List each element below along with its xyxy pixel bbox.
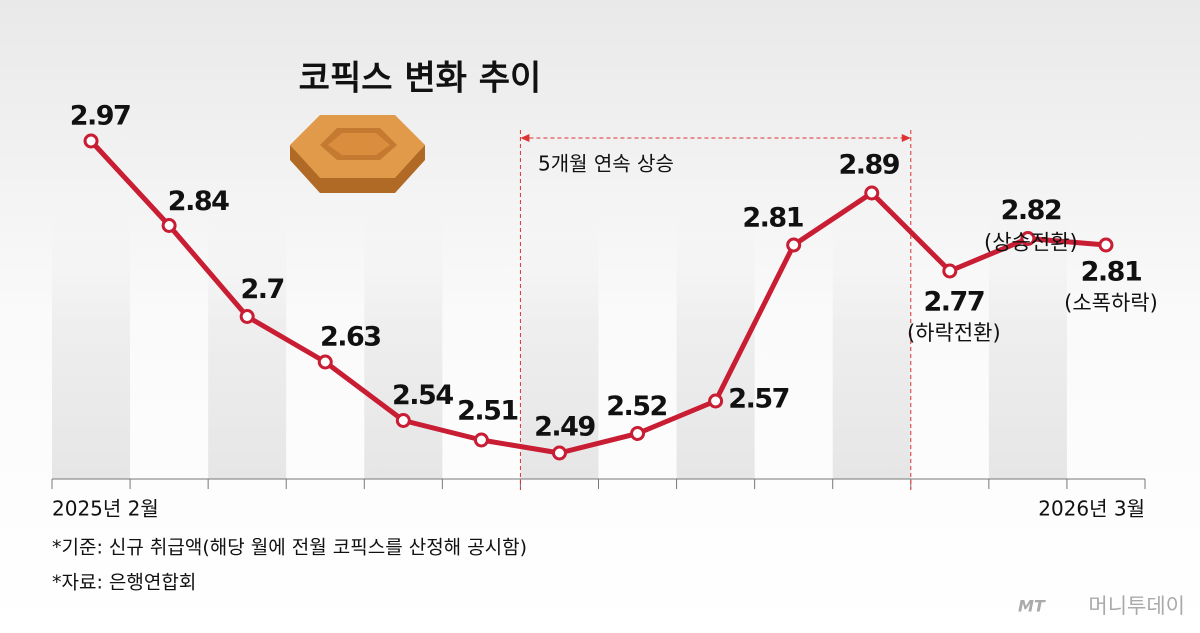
marker: [551, 445, 567, 461]
value-label: 2.81: [742, 203, 803, 234]
value-label: 2.97: [70, 101, 131, 132]
footnote: *기준: 신규 취급액(해당 월에 전월 코픽스를 산정해 공시함): [52, 537, 527, 559]
marker: [864, 185, 880, 201]
x-tick-label: 2025년 2월: [52, 497, 159, 521]
value-label: 2.7: [241, 274, 284, 305]
marker: [1098, 237, 1114, 253]
columns: [52, 200, 1067, 479]
value-label: 2.49: [534, 412, 595, 443]
marker: [239, 309, 255, 324]
value-label: 2.54: [392, 380, 453, 411]
point-note: (소폭하락): [1064, 291, 1158, 315]
marker: [161, 218, 177, 233]
chart-title: 코픽스 변화 추이: [299, 59, 542, 99]
marker: [473, 432, 489, 448]
marker: [317, 354, 333, 370]
span-label: 5개월 연속 상승: [538, 152, 674, 176]
icon: [290, 115, 425, 193]
footnote: *자료: 은행연합회: [52, 572, 196, 594]
series-line: [89, 139, 1107, 456]
value-label: 2.57: [728, 384, 789, 415]
column: [208, 200, 287, 479]
value-label: 2.77: [924, 287, 985, 318]
value-label: 2.52: [606, 391, 667, 422]
plot: 2025년 2월 2026년 3월 5개월 연속 상승 2.97 2.84 2.7 2.63…: [51, 101, 1158, 521]
value-label: 2.51: [457, 396, 518, 427]
column: [832, 200, 911, 479]
value-label: 2.84: [168, 186, 229, 217]
point-note: (상승전환): [984, 231, 1078, 255]
value-label: 2.63: [320, 322, 381, 353]
marker: [630, 426, 646, 441]
marker: [83, 133, 99, 149]
value-label: 2.82: [1001, 195, 1062, 226]
marker: [708, 393, 724, 409]
column: [364, 200, 443, 479]
marker: [395, 413, 411, 428]
value-label: 2.81: [1081, 257, 1142, 288]
watermark: 머니투데이: [1088, 594, 1185, 618]
column: [988, 200, 1067, 479]
value-label: 2.89: [838, 150, 899, 181]
marker: [942, 263, 958, 279]
column: [520, 200, 599, 479]
x-tick-label: 2026년 3월: [1038, 497, 1145, 521]
point-note: (하락전환): [907, 321, 1001, 345]
marker: [1020, 231, 1036, 246]
watermark-logo: MT: [1018, 597, 1046, 616]
marker: [786, 237, 802, 253]
column: [676, 200, 755, 479]
column: [52, 200, 131, 479]
